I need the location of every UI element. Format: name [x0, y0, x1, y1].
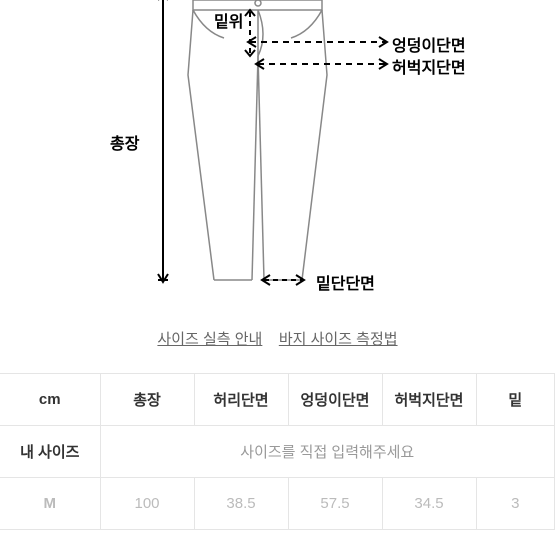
label-thigh: 허벅지단면	[392, 54, 466, 78]
table-row-mysize: 내 사이즈 사이즈를 직접 입력해주세요	[0, 426, 555, 478]
label-hem: 밑단단면	[316, 270, 375, 294]
help-links: 사이즈 실측 안내 바지 사이즈 측정법	[0, 310, 555, 373]
link-measure-method[interactable]: 바지 사이즈 측정법	[279, 331, 398, 348]
pants-diagram: 밑위 엉덩이단면 허벅지단면 총장 밑단단면	[0, 0, 555, 310]
cell: 3	[476, 478, 555, 530]
col-1: 허리단면	[194, 374, 288, 426]
col-4: 밑	[476, 374, 555, 426]
size-table: cm 총장 허리단면 엉덩이단면 허벅지단면 밑 내 사이즈 사이즈를 직접 입…	[0, 373, 555, 530]
cell: 38.5	[194, 478, 288, 530]
link-size-guide[interactable]: 사이즈 실측 안내	[157, 331, 262, 348]
mysize-label: 내 사이즈	[0, 426, 100, 478]
cell: 100	[100, 478, 194, 530]
cell: 57.5	[288, 478, 382, 530]
label-hip: 엉덩이단면	[392, 32, 466, 56]
label-total-length: 총장	[110, 130, 139, 154]
pants-svg	[0, 0, 555, 310]
size-m: M	[0, 478, 100, 530]
col-unit: cm	[0, 374, 100, 426]
col-3: 허벅지단면	[382, 374, 476, 426]
mysize-input[interactable]: 사이즈를 직접 입력해주세요	[100, 426, 555, 478]
cell: 34.5	[382, 478, 476, 530]
col-2: 엉덩이단면	[288, 374, 382, 426]
table-header-row: cm 총장 허리단면 엉덩이단면 허벅지단면 밑	[0, 374, 555, 426]
label-rise: 밑위	[214, 8, 243, 32]
col-0: 총장	[100, 374, 194, 426]
table-row: M 100 38.5 57.5 34.5 3	[0, 478, 555, 530]
